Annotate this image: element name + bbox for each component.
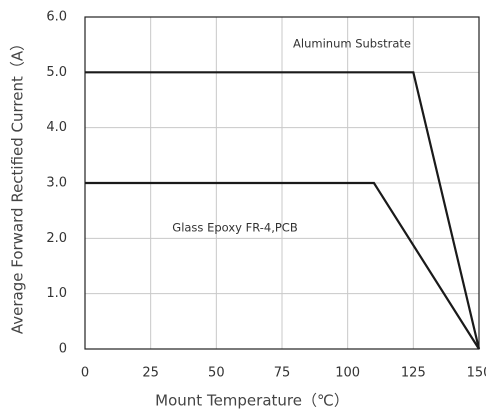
y-tick-label: 4.0 (46, 120, 67, 135)
y-tick-label: 2.0 (46, 231, 67, 246)
y-tick-label: 0 (59, 342, 67, 357)
y-tick-label: 6.0 (46, 10, 67, 25)
y-tick-label: 5.0 (46, 65, 67, 80)
data-line (85, 181, 480, 350)
y-tick-label: 1.0 (46, 286, 67, 301)
x-tick-label: 125 (401, 366, 426, 381)
x-tick-label: 50 (208, 366, 225, 381)
annotation: Aluminum Substrate (293, 37, 411, 51)
x-tick-label: 150 (467, 366, 486, 381)
y-tick-label: 3.0 (46, 176, 67, 191)
data-line (85, 71, 481, 350)
x-tick-label: 75 (274, 366, 291, 381)
annotation: Glass Epoxy FR-4,PCB (172, 221, 298, 235)
x-axis-title: Mount Temperature（℃） (155, 392, 349, 410)
y-axis-title: Average Forward Rectified Current（A） (9, 36, 27, 334)
x-tick-label: 25 (142, 366, 159, 381)
x-tick-label: 0 (81, 366, 89, 381)
x-tick-label: 100 (335, 366, 360, 381)
